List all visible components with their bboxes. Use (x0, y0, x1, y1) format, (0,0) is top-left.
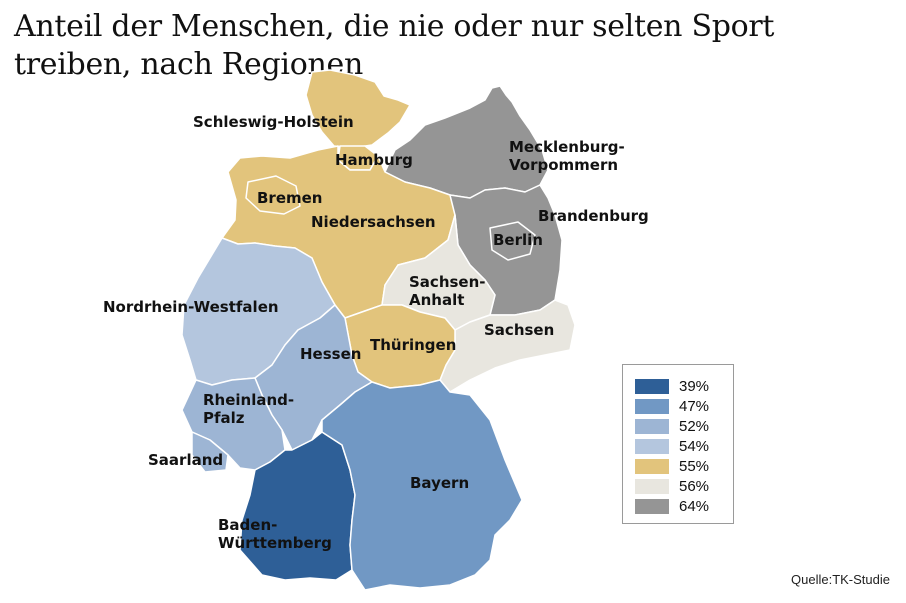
region-bremen (245, 175, 301, 215)
legend-item: 55% (635, 457, 733, 476)
region-saarland (191, 431, 229, 473)
map-title: Anteil der Menschen, die nie oder nur se… (14, 9, 775, 82)
legend-value: 47% (679, 398, 710, 415)
legend: 39% 47% 52% 54% 55% 56% 64% (622, 364, 734, 524)
label-mecklenburg-vorpommern: Mecklenburg-Vorpommern (509, 138, 625, 174)
legend-item: 64% (635, 497, 733, 516)
label-sachsen-anhalt: Sachsen-Anhalt (409, 273, 486, 309)
legend-swatch (635, 439, 669, 454)
label-schleswig-holstein: Schleswig-Holstein (193, 113, 354, 131)
legend-item: 52% (635, 417, 733, 436)
region-schleswig-holstein (305, 69, 411, 149)
legend-value: 39% (679, 378, 710, 395)
region-bayern (321, 379, 523, 591)
legend-item: 39% (635, 377, 733, 396)
legend-value: 55% (679, 458, 710, 475)
legend-swatch (635, 479, 669, 494)
label-bayern: Bayern (410, 474, 469, 492)
label-baden-wuerttemberg: Baden-Württemberg (218, 516, 332, 552)
label-nordrhein-westfalen: Nordrhein-Westfalen (103, 298, 279, 316)
legend-value: 52% (679, 418, 710, 435)
label-saarland: Saarland (148, 451, 223, 469)
label-hamburg: Hamburg (335, 151, 413, 169)
label-berlin: Berlin (493, 231, 543, 249)
legend-swatch (635, 419, 669, 434)
legend-value: 56% (679, 478, 710, 495)
label-thueringen: Thüringen (370, 336, 456, 354)
legend-item: 56% (635, 477, 733, 496)
label-hessen: Hessen (300, 345, 361, 363)
source-note: Quelle:TK-Studie (791, 572, 890, 587)
legend-swatch (635, 379, 669, 394)
label-bremen: Bremen (257, 189, 323, 207)
label-rheinland-pfalz: Rheinland-Pfalz (203, 391, 294, 427)
legend-swatch (635, 459, 669, 474)
legend-value: 54% (679, 438, 710, 455)
label-niedersachsen: Niedersachsen (311, 213, 436, 231)
label-brandenburg: Brandenburg (538, 207, 649, 225)
region-berlin (489, 221, 536, 261)
legend-swatch (635, 399, 669, 414)
legend-swatch (635, 499, 669, 514)
legend-item: 54% (635, 437, 733, 456)
label-sachsen: Sachsen (484, 321, 554, 339)
legend-value: 64% (679, 498, 710, 515)
legend-item: 47% (635, 397, 733, 416)
